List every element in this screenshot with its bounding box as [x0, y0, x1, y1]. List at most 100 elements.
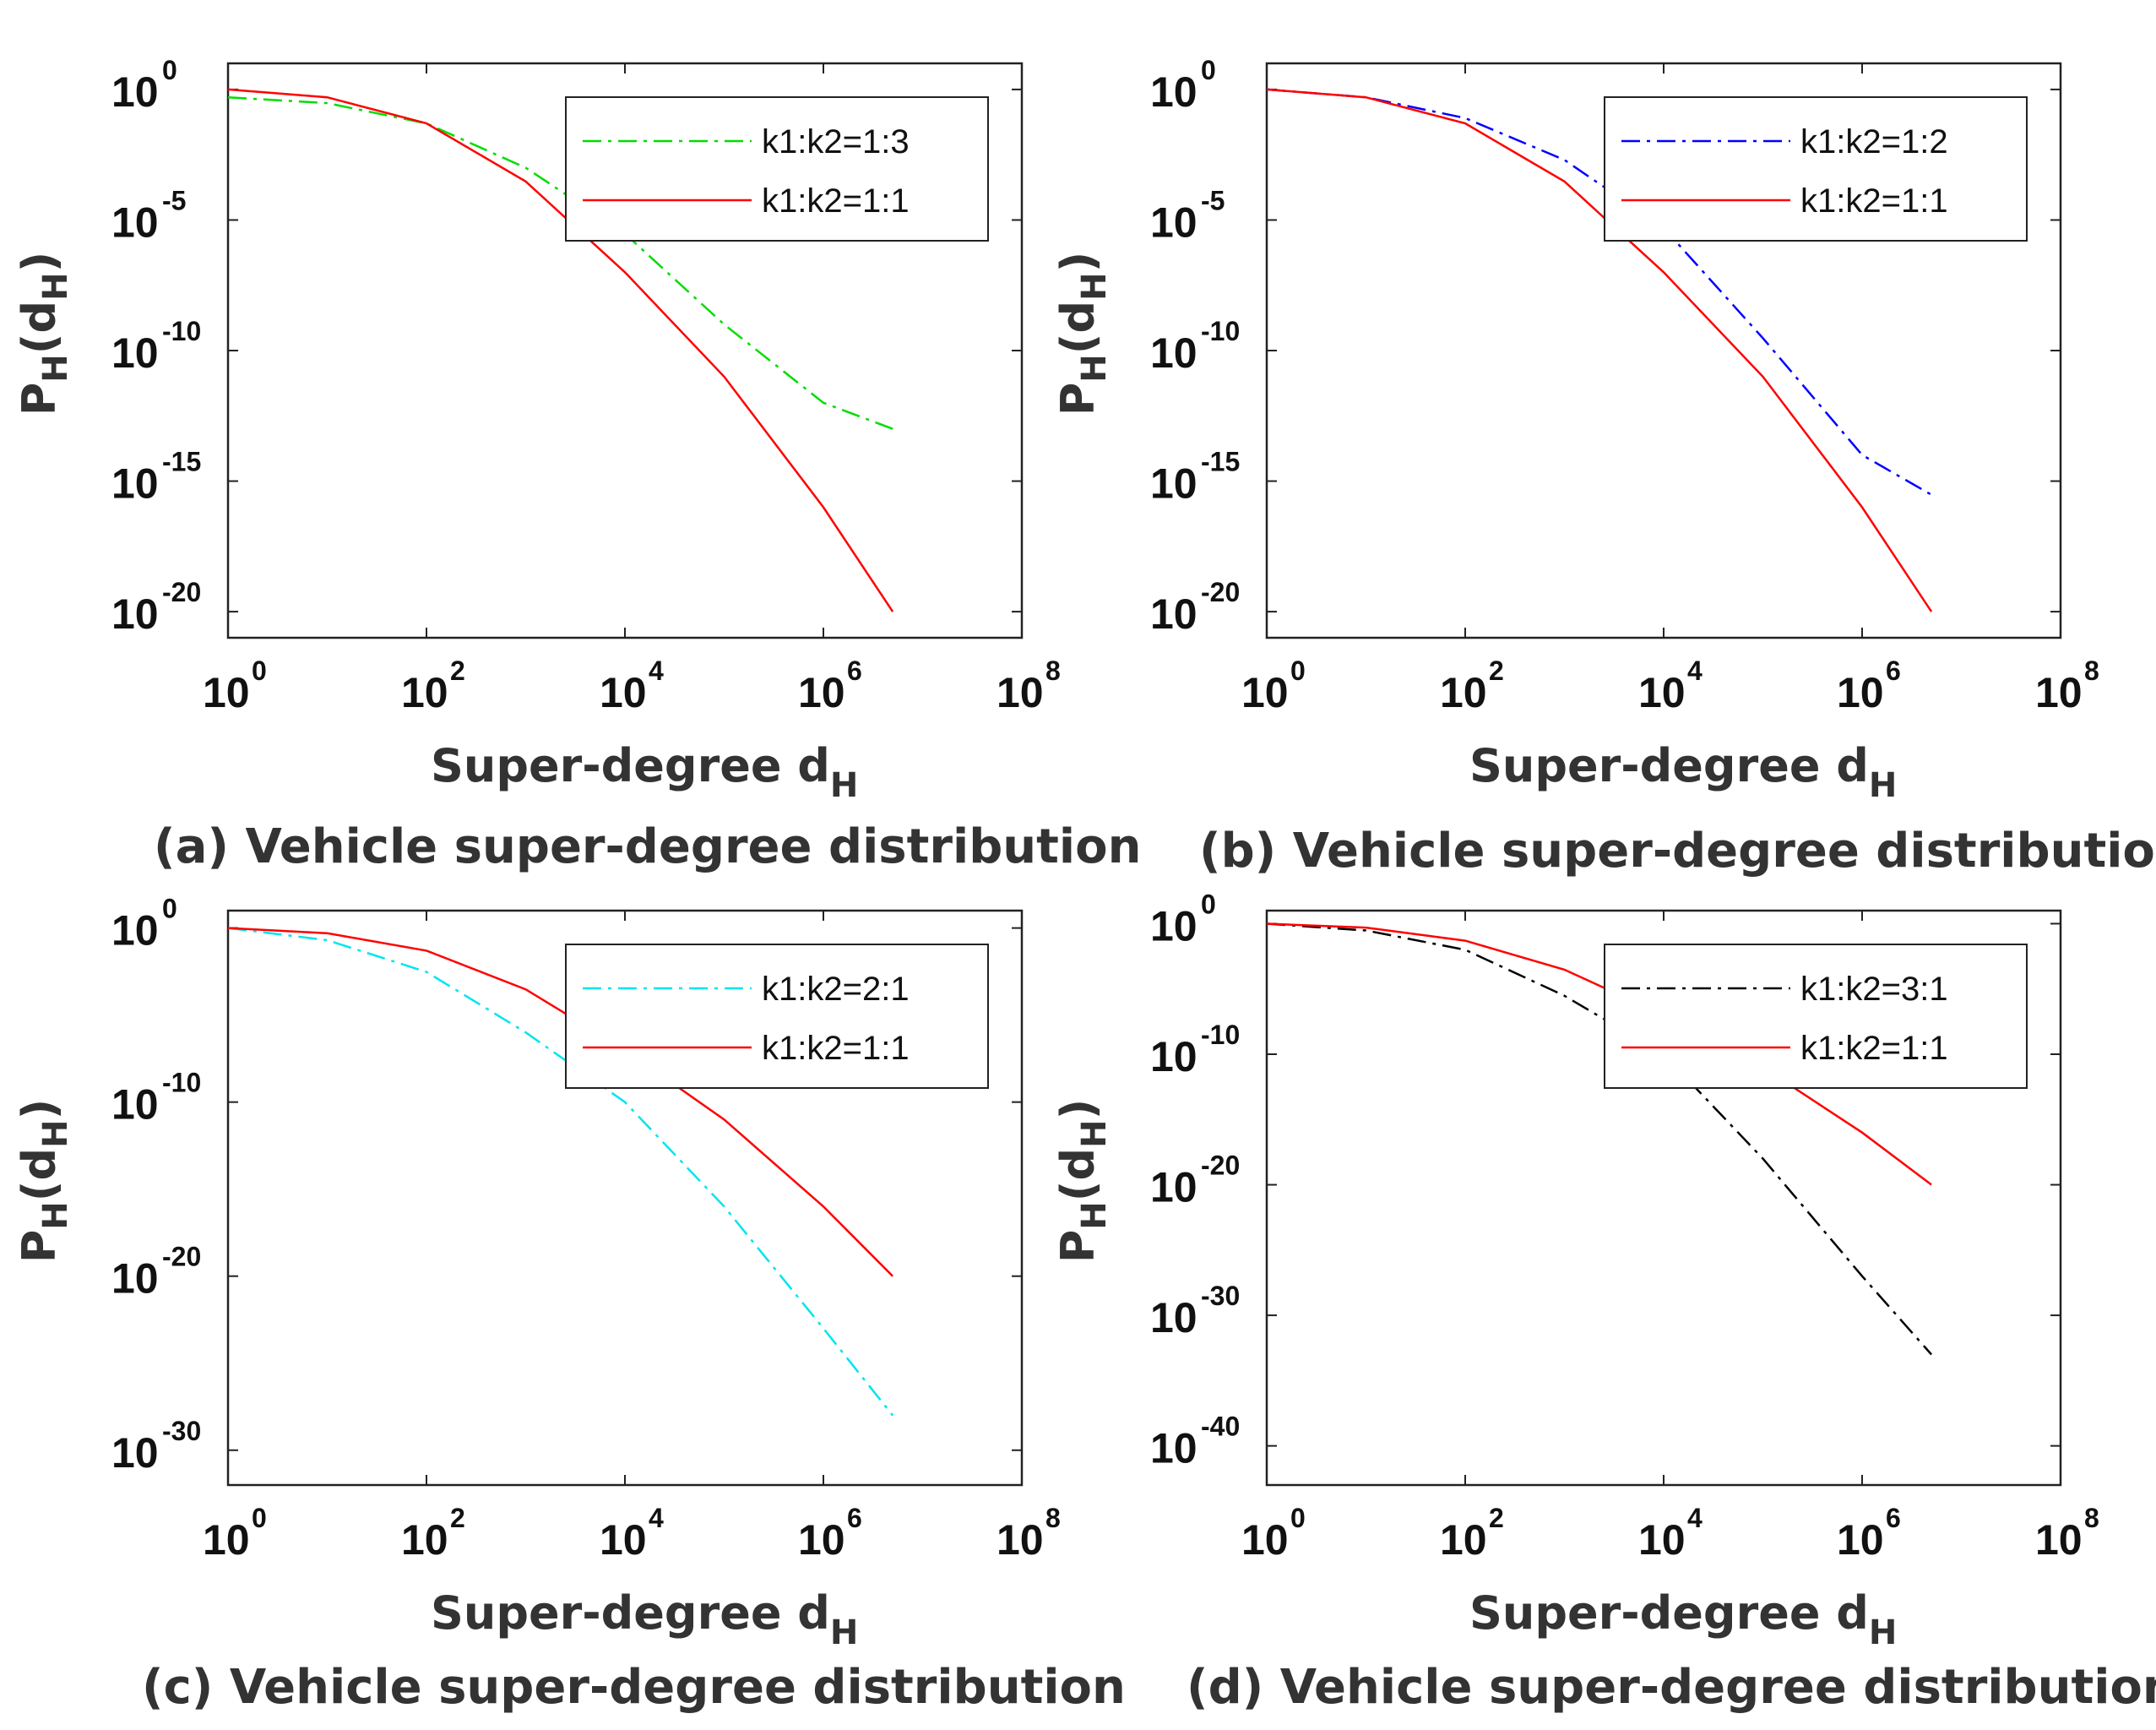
y-axis-label-open: ( [13, 1181, 66, 1202]
x-axis-label-subscript: H [1869, 1613, 1897, 1652]
x-tick-label: 10 [401, 1516, 448, 1564]
y-axis-label: PH(dH) [13, 252, 75, 416]
y-axis-label-open: ( [13, 334, 66, 355]
x-tick-label: 10 [1837, 669, 1884, 716]
y-tick-label: 10 [1150, 460, 1197, 508]
y-axis-label-p: P [1051, 1230, 1105, 1264]
y-axis-label: PH(dH) [1051, 252, 1114, 416]
y-tick-exponent: -10 [162, 1068, 201, 1098]
y-tick-label: 10 [1150, 1425, 1197, 1472]
y-axis-label-arg-sub: H [36, 1119, 75, 1147]
y-axis-label-close: ) [13, 252, 66, 273]
y-tick-label: 10 [111, 1255, 159, 1303]
x-tick-exponent: 4 [1687, 656, 1703, 686]
legend-box [565, 96, 989, 242]
y-axis-label-arg: d [13, 301, 66, 334]
y-axis-label: PH(dH) [13, 1099, 75, 1264]
y-tick-label: 10 [111, 907, 159, 955]
x-tick-label: 10 [2035, 669, 2083, 716]
y-tick-exponent: -40 [1201, 1412, 1240, 1442]
y-tick-exponent: -15 [162, 447, 201, 477]
x-tick-exponent: 4 [649, 656, 664, 686]
legend-box [1604, 96, 2028, 242]
y-axis-label-p: P [13, 1230, 66, 1264]
x-tick-label: 10 [1638, 1516, 1686, 1564]
y-axis-label-arg: d [1051, 301, 1105, 334]
y-tick-exponent: -20 [1201, 577, 1240, 607]
y-axis-label-close: ) [1051, 252, 1105, 273]
x-tick-exponent: 8 [2084, 1503, 2099, 1533]
x-tick-exponent: 8 [1045, 656, 1061, 686]
y-tick-exponent: -5 [162, 185, 186, 215]
legend-entry: k1:k2=1:1 [762, 182, 910, 220]
x-tick-label: 10 [798, 1516, 845, 1564]
y-tick-exponent: -10 [162, 316, 201, 346]
y-tick-label: 10 [111, 68, 159, 116]
x-tick-label: 10 [1638, 669, 1686, 716]
x-tick-exponent: 8 [1045, 1503, 1061, 1533]
x-tick-label: 10 [1241, 1516, 1289, 1564]
y-tick-exponent: -20 [1201, 1151, 1240, 1181]
x-tick-label: 10 [203, 1516, 250, 1564]
y-axis-label-close: ) [1051, 1099, 1105, 1120]
panel-caption-a: (a) Vehicle super-degree distribution [154, 819, 1142, 874]
x-axis-label: Super-degree dH [431, 739, 858, 805]
x-tick-exponent: 2 [1489, 1503, 1504, 1533]
x-axis-label: Super-degree dH [431, 1586, 858, 1652]
y-tick-exponent: -20 [162, 1242, 201, 1272]
legend-entry: k1:k2=1:1 [1800, 1030, 1948, 1067]
x-tick-label: 10 [600, 669, 647, 716]
y-tick-label: 10 [1150, 199, 1197, 246]
y-tick-label: 10 [111, 590, 159, 638]
x-tick-exponent: 0 [1290, 1503, 1306, 1533]
x-tick-label: 10 [997, 1516, 1044, 1564]
x-tick-exponent: 6 [1886, 656, 1901, 686]
y-axis-label-sub: H [1075, 1201, 1114, 1229]
y-tick-label: 10 [1150, 329, 1197, 377]
y-axis-label-p: P [13, 383, 66, 416]
y-axis-label-p: P [1051, 383, 1105, 416]
legend-entry: k1:k2=1:1 [1800, 182, 1948, 220]
y-tick-label: 10 [111, 329, 159, 377]
y-axis-label-sub: H [1075, 354, 1114, 382]
x-tick-exponent: 0 [252, 1503, 267, 1533]
y-axis-label-arg-sub: H [1075, 272, 1114, 300]
y-tick-label: 10 [1150, 590, 1197, 638]
x-tick-exponent: 2 [450, 1503, 465, 1533]
y-tick-exponent: -5 [1201, 185, 1225, 215]
x-tick-exponent: 6 [847, 1503, 862, 1533]
y-tick-label: 10 [1150, 1164, 1197, 1211]
y-tick-label: 10 [111, 460, 159, 508]
y-tick-exponent: -10 [1201, 1020, 1240, 1050]
legend-entry: k1:k2=1:1 [762, 1030, 910, 1067]
y-axis-label-arg-sub: H [36, 272, 75, 300]
legend-box [1604, 944, 2028, 1089]
panel-caption-b: (b) Vehicle super-degree distribution [1199, 824, 2156, 879]
legend-entry: k1:k2=3:1 [1800, 971, 1948, 1008]
x-axis-label: Super-degree dH [1469, 739, 1897, 805]
y-tick-exponent: -15 [1201, 447, 1240, 477]
y-tick-label: 10 [1150, 902, 1197, 949]
legend-entry: k1:k2=1:2 [1800, 123, 1948, 160]
x-axis-label-subscript: H [830, 766, 858, 805]
x-axis-label: Super-degree dH [1469, 1586, 1897, 1652]
y-tick-exponent: 0 [1201, 55, 1216, 85]
x-tick-label: 10 [798, 669, 845, 716]
x-tick-label: 10 [203, 669, 250, 716]
y-tick-label: 10 [111, 1081, 159, 1129]
y-tick-exponent: -30 [1201, 1281, 1240, 1311]
panel-caption-d: (d) Vehicle super-degree distribution [1187, 1660, 2156, 1715]
y-tick-exponent: 0 [162, 55, 177, 85]
y-axis-label: PH(dH) [1051, 1099, 1114, 1264]
y-tick-label: 10 [1150, 68, 1197, 116]
panel-caption-c: (c) Vehicle super-degree distribution [142, 1660, 1126, 1715]
y-tick-label: 10 [1150, 1033, 1197, 1080]
y-axis-label-sub: H [36, 1201, 75, 1229]
x-tick-exponent: 6 [847, 656, 862, 686]
x-tick-exponent: 8 [2084, 656, 2099, 686]
y-axis-label-open: ( [1051, 334, 1105, 355]
y-tick-label: 10 [111, 199, 159, 246]
